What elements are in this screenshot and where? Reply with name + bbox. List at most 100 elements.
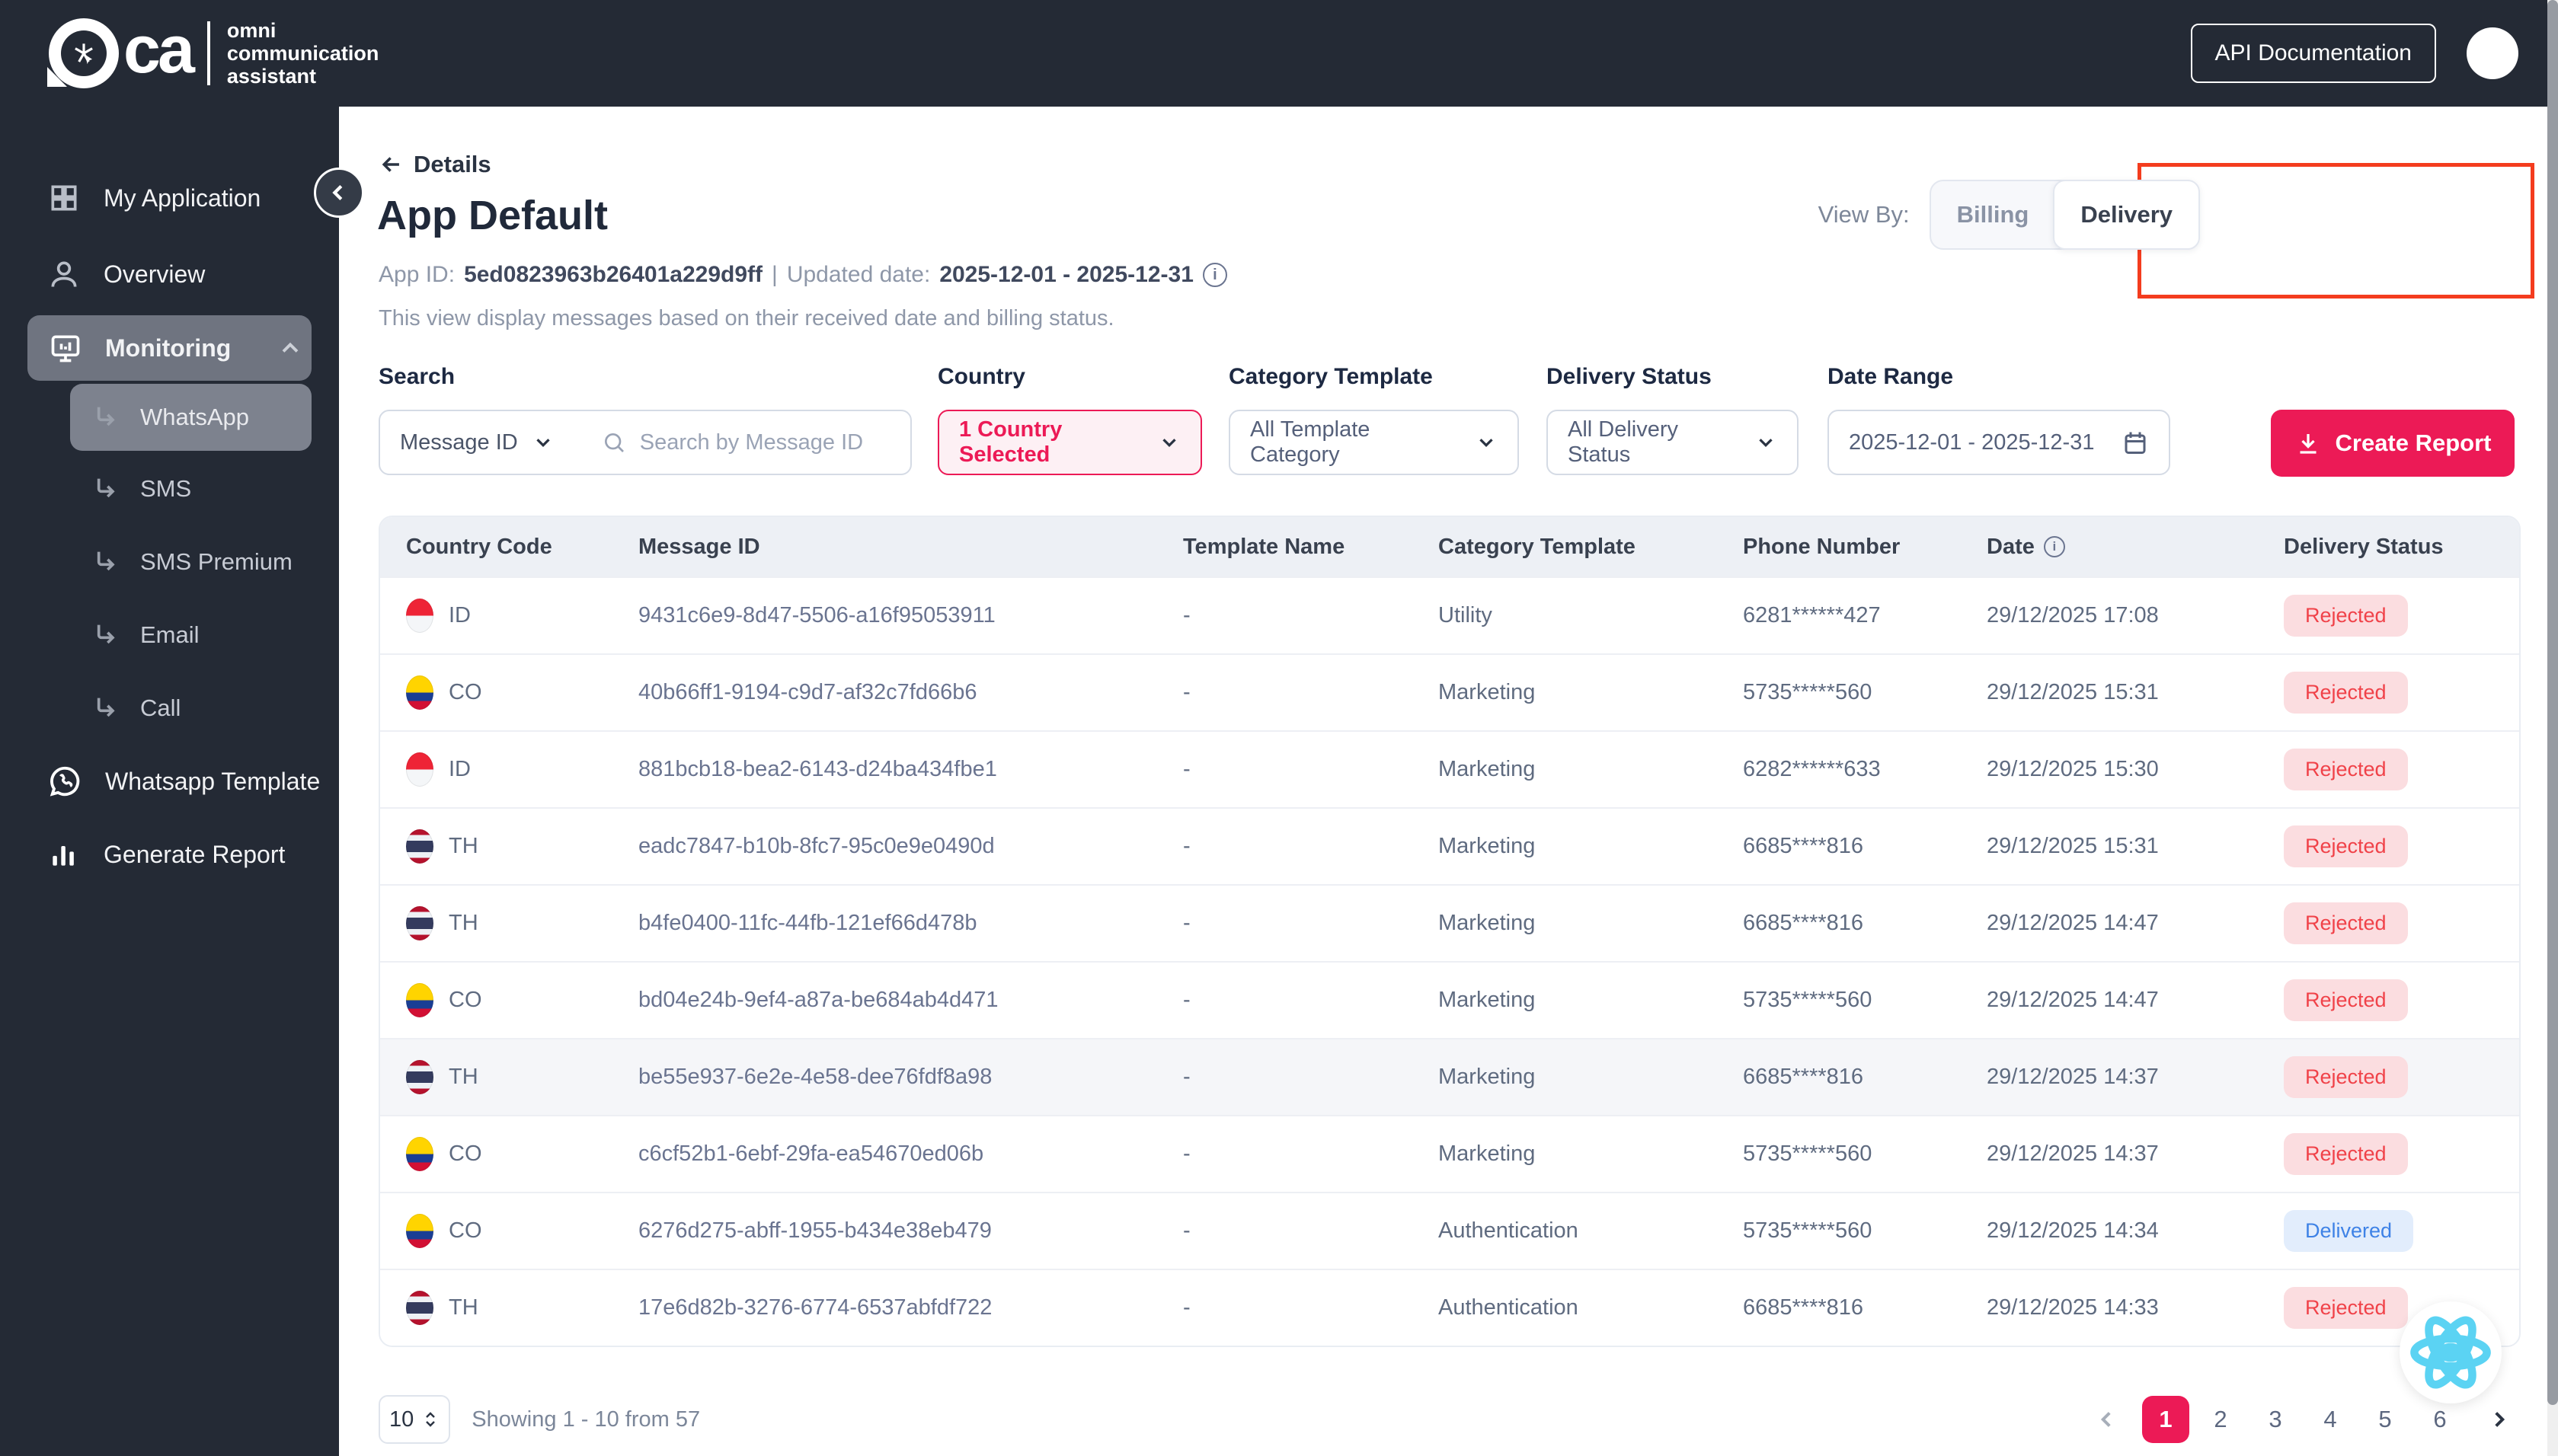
country-flag-co — [406, 1214, 433, 1248]
page-size-selector[interactable]: 10 — [379, 1395, 451, 1444]
sidebar-item-monitoring[interactable]: Monitoring — [27, 315, 312, 381]
arrow-left-icon — [382, 157, 399, 172]
phone-number: 5735*****560 — [1743, 988, 1872, 1012]
search-label: Search — [379, 364, 456, 389]
table-row[interactable]: CO 40b66ff1-9194-c9d7-af32c7fd66b6 - Market… — [380, 653, 2519, 730]
status-badge: Rejected — [2284, 979, 2408, 1021]
table-row[interactable]: TH eadc7847-b10b-8fc7-95c0e9e0490d - Market… — [380, 807, 2519, 884]
view-by-delivery-tab[interactable]: Delivery — [2053, 180, 2200, 250]
app-logo: ca omni communication assistant — [49, 11, 379, 96]
category-template-dropdown[interactable]: All Template Category — [1229, 410, 1519, 475]
sidebar-subitem-sms[interactable]: SMS — [0, 452, 339, 525]
col-country-code: Country Code — [406, 534, 552, 559]
app-id-value: 5ed0823963b26401a229d9ff — [464, 262, 763, 287]
status-badge: Rejected — [2284, 1287, 2408, 1329]
search-type-dropdown[interactable]: Message ID — [400, 429, 518, 455]
country-flag-th — [406, 1060, 433, 1094]
sidebar-collapse-button[interactable] — [314, 168, 364, 218]
sidebar-item-generate-report[interactable]: Generate Report — [0, 818, 339, 891]
template-name: - — [1183, 680, 1191, 704]
table-row[interactable]: ID 881bcb18-bea2-6143-d24ba434fbe1 - Market… — [380, 730, 2519, 807]
react-logo-badge[interactable] — [2400, 1301, 2502, 1403]
page-button-1[interactable]: 1 — [2142, 1396, 2189, 1443]
sub-arrow-icon — [90, 402, 120, 433]
page-scrollbar-track[interactable] — [2547, 0, 2558, 1456]
col-message-id: Message ID — [638, 534, 760, 559]
sidebar-item-overview[interactable]: Overview — [0, 236, 339, 312]
prev-page-button[interactable] — [2085, 1398, 2128, 1441]
country-code: CO — [449, 680, 482, 704]
date-range-input[interactable]: 2025-12-01 - 2025-12-31 — [1827, 410, 2170, 475]
table-row[interactable]: CO c6cf52b1-6ebf-29fa-ea54670ed06b - Market… — [380, 1115, 2519, 1192]
date-info-icon[interactable]: i — [2043, 536, 2065, 557]
logo-bubble-icon — [49, 18, 119, 88]
page-button-4[interactable]: 4 — [2323, 1406, 2337, 1432]
category-template: Utility — [1438, 603, 1492, 627]
view-by-label: View By: — [1818, 201, 1910, 228]
status-badge: Rejected — [2284, 825, 2408, 867]
table-row[interactable]: TH 17e6d82b-3276-6774-6537abfdf722 - Authen… — [380, 1269, 2519, 1346]
page-button-6[interactable]: 6 — [2433, 1406, 2447, 1432]
message-id: bd04e24b-9ef4-a87a-be684ab4d471 — [638, 988, 999, 1012]
phone-number: 6281******427 — [1743, 603, 1881, 627]
user-icon — [47, 257, 81, 291]
page-button-3[interactable]: 3 — [2269, 1406, 2282, 1432]
table-row[interactable]: CO bd04e24b-9ef4-a87a-be684ab4d471 - Market… — [380, 961, 2519, 1038]
api-documentation-button[interactable]: API Documentation — [2190, 24, 2436, 83]
sidebar-subitem-sms-premium[interactable]: SMS Premium — [0, 525, 339, 599]
sub-arrow-icon — [90, 547, 120, 577]
message-id: 6276d275-abff-1955-b434e38eb479 — [638, 1218, 992, 1243]
view-by-segmented-control: Billing Delivery — [1929, 180, 2200, 250]
status-badge: Rejected — [2284, 595, 2408, 637]
template-name: - — [1183, 834, 1191, 858]
sidebar-subitem-call[interactable]: Call — [0, 672, 339, 745]
category-template: Marketing — [1438, 680, 1536, 704]
phone-number: 6685****816 — [1743, 1295, 1864, 1320]
chevron-right-icon — [2495, 1412, 2505, 1427]
sidebar-item-my-application[interactable]: My Application — [0, 160, 339, 236]
info-icon[interactable]: i — [1202, 263, 1227, 287]
status-badge: Rejected — [2284, 672, 2408, 714]
country-code: TH — [449, 911, 478, 935]
message-id: 9431c6e9-8d47-5506-a16f95053911 — [638, 603, 996, 627]
message-date: 29/12/2025 15:31 — [1987, 834, 2159, 858]
message-date: 29/12/2025 14:47 — [1987, 988, 2159, 1012]
message-id: 17e6d82b-3276-6774-6537abfdf722 — [638, 1295, 993, 1320]
table-row[interactable]: CO 6276d275-abff-1955-b434e38eb479 - Authen… — [380, 1192, 2519, 1269]
details-back-link[interactable]: Details — [379, 151, 491, 178]
chevron-down-icon[interactable] — [532, 431, 555, 454]
page-button-5[interactable]: 5 — [2378, 1406, 2392, 1432]
col-delivery-status: Delivery Status — [2284, 534, 2444, 559]
chevron-left-icon — [2100, 1412, 2111, 1427]
create-report-button[interactable]: Create Report — [2271, 410, 2515, 477]
country-dropdown[interactable]: 1 Country Selected — [938, 410, 1202, 475]
user-avatar[interactable] — [2467, 27, 2518, 79]
table-row[interactable]: ID 9431c6e9-8d47-5506-a16f95053911 - Utilit… — [380, 576, 2519, 653]
chevron-down-icon — [1475, 431, 1498, 454]
category-template: Marketing — [1438, 757, 1536, 781]
status-badge: Rejected — [2284, 749, 2408, 790]
table-row[interactable]: TH b4fe0400-11fc-44fb-121ef66d478b - Market… — [380, 884, 2519, 961]
search-control: Message ID — [379, 410, 912, 475]
template-name: - — [1183, 911, 1191, 935]
table-row[interactable]: TH be55e937-6e2e-4e58-dee76fdf8a98 - Market… — [380, 1038, 2519, 1115]
search-input[interactable] — [639, 429, 891, 455]
next-page-button[interactable] — [2478, 1398, 2521, 1441]
sidebar-subitem-whatsapp[interactable]: WhatsApp — [70, 384, 312, 451]
message-date: 29/12/2025 15:30 — [1987, 757, 2159, 781]
sidebar-subitem-email[interactable]: Email — [0, 599, 339, 672]
message-id: c6cf52b1-6ebf-29fa-ea54670ed06b — [638, 1141, 984, 1166]
category-template: Authentication — [1438, 1218, 1578, 1243]
view-by-billing-tab[interactable]: Billing — [1956, 201, 2029, 228]
logo-tagline: omni communication assistant — [226, 19, 379, 88]
phone-number: 6685****816 — [1743, 1065, 1864, 1089]
sidebar-item-whatsapp-template[interactable]: Whatsapp Template — [0, 745, 339, 818]
delivery-status-dropdown[interactable]: All Delivery Status — [1546, 410, 1799, 475]
col-phone-number: Phone Number — [1743, 534, 1901, 559]
page-button-2[interactable]: 2 — [2214, 1406, 2227, 1432]
country-flag-co — [406, 1137, 433, 1171]
page-scrollbar-thumb[interactable] — [2547, 0, 2558, 1405]
message-id: 40b66ff1-9194-c9d7-af32c7fd66b6 — [638, 680, 977, 704]
